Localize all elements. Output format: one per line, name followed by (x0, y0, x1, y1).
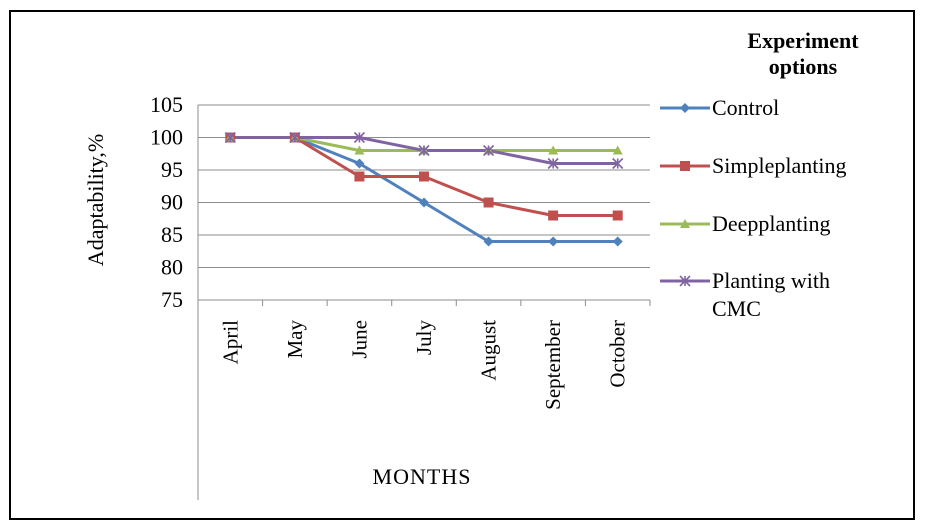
legend-item-label-3: Planting with CMC (712, 268, 830, 321)
legend-item-line: Planting with (712, 268, 830, 293)
y-tick-label: 90 (161, 190, 183, 215)
x-tick-label-april: April (218, 320, 242, 364)
data-point-s1-4 (483, 197, 494, 208)
data-point-s0-3 (419, 197, 429, 208)
data-point-s0-4 (483, 236, 494, 247)
data-point-s3-6 (612, 157, 624, 170)
legend-swatch-marker-3 (679, 275, 691, 287)
y-tick-label: 105 (150, 92, 183, 117)
data-point-s1-2 (354, 171, 365, 182)
legend-item-label-2: Deepplanting (712, 211, 831, 236)
data-point-s0-6 (612, 236, 623, 247)
data-point-s1-6 (612, 210, 623, 221)
legend-title-line: Experiment (747, 28, 859, 53)
data-point-s2-5 (548, 145, 559, 155)
legend: Experiment options Control Simpleplanting De… (660, 28, 859, 321)
x-tick-label-may: May (283, 320, 307, 359)
data-point-s2-6 (612, 145, 623, 155)
y-tick-label: 95 (161, 157, 183, 182)
data-point-s3-5 (547, 157, 559, 170)
y-tick-label: 80 (161, 255, 183, 280)
y-tick-label: 75 (161, 287, 183, 312)
legend-swatch-marker-0 (680, 103, 690, 113)
data-point-s0-5 (548, 236, 559, 247)
data-point-s3-3 (418, 144, 430, 157)
y-axis-title: Adaptability,% (83, 134, 108, 266)
x-tick-label-july: July (412, 320, 436, 356)
y-tick-label: 85 (161, 222, 183, 247)
data-point-s3-1 (289, 131, 301, 144)
x-tick-labels: April May June July August September October (218, 320, 629, 410)
legend-title: Experiment options (747, 28, 859, 79)
data-point-s1-5 (548, 210, 559, 221)
x-tick-label-august: August (477, 320, 501, 381)
legend-item-line: Control (712, 95, 779, 120)
x-axis-title: MONTHS (373, 464, 472, 489)
x-tick-label-june: June (347, 320, 371, 359)
legend-item-line: CMC (712, 296, 761, 321)
legend-item-line: Simpleplanting (712, 153, 846, 178)
axes (197, 105, 651, 500)
legend-item-label-1: Simpleplanting (712, 153, 846, 178)
data-point-s1-3 (419, 171, 429, 182)
y-tick-labels: 75 80 85 90 95 100 105 (150, 92, 183, 312)
data-point-s2-2 (354, 145, 365, 155)
legend-swatch-marker-2 (680, 219, 690, 228)
data-point-s3-0 (224, 131, 236, 144)
x-tick-label-october: October (606, 320, 630, 388)
x-tick-label-september: September (541, 320, 565, 410)
series-markers (224, 131, 624, 247)
legend-swatch-marker-1 (680, 161, 690, 171)
data-point-s0-2 (354, 158, 365, 169)
legend-item-label-0: Control (712, 95, 779, 120)
legend-title-line: options (769, 54, 838, 79)
y-tick-label: 100 (150, 125, 183, 150)
legend-item-line: Deepplanting (712, 211, 831, 236)
data-point-s3-2 (353, 131, 365, 144)
data-point-s3-4 (483, 144, 495, 157)
